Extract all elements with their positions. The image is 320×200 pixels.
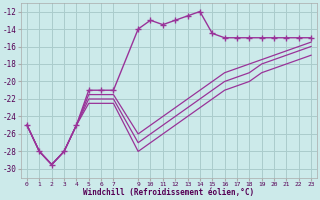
X-axis label: Windchill (Refroidissement éolien,°C): Windchill (Refroidissement éolien,°C): [84, 188, 255, 197]
